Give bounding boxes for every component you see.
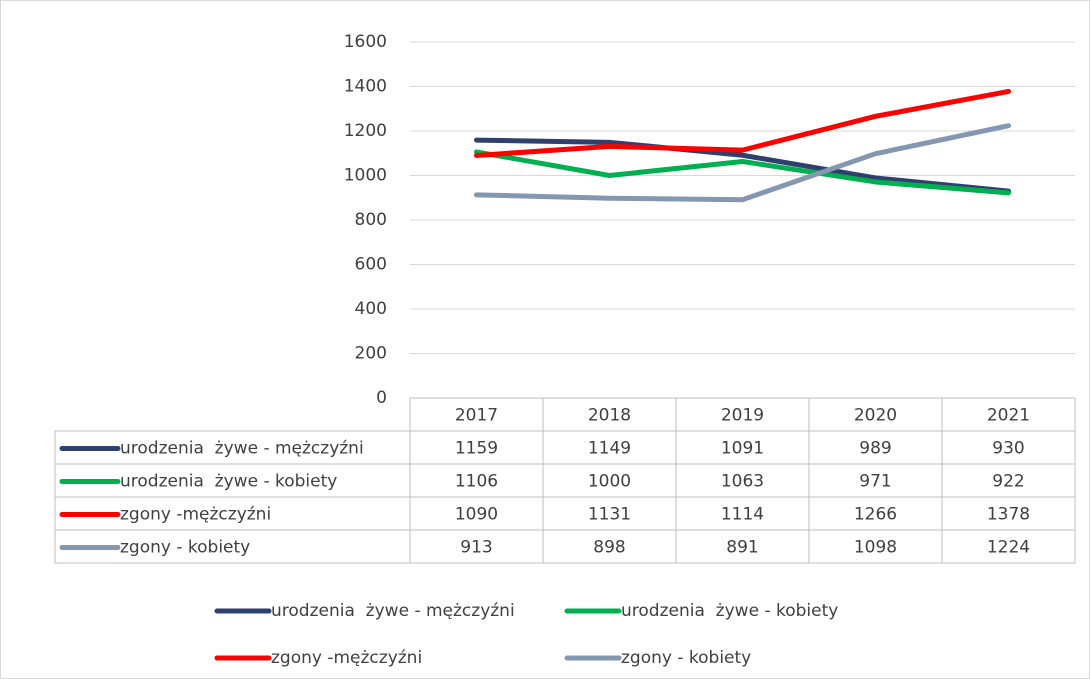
table-value: 1098 <box>854 538 897 558</box>
table-value: 971 <box>859 472 891 492</box>
y-tick-label: 1200 <box>344 121 387 141</box>
table-row-label: zgony - kobiety <box>120 538 250 558</box>
table-value: 1266 <box>854 505 897 525</box>
series-line <box>474 123 1011 203</box>
table-value: 1131 <box>588 505 631 525</box>
x-tick-label: 2019 <box>721 406 764 426</box>
table-value: 1378 <box>987 505 1030 525</box>
table-value: 1000 <box>588 472 631 492</box>
series-line <box>474 88 1011 158</box>
y-tick-label: 1000 <box>344 166 387 186</box>
table-value: 891 <box>726 538 758 558</box>
legend-label: urodzenia żywe - kobiety <box>621 601 838 621</box>
table-value: 1063 <box>721 472 764 492</box>
series-line <box>474 137 1011 194</box>
y-tick-label: 1600 <box>344 32 387 52</box>
x-tick-label: 2021 <box>987 406 1030 426</box>
table-value: 930 <box>992 439 1024 459</box>
table-value: 1090 <box>455 505 498 525</box>
y-tick-label: 600 <box>355 255 387 275</box>
y-tick-label: 800 <box>355 210 387 230</box>
y-tick-label: 200 <box>355 344 387 364</box>
table-value: 922 <box>992 472 1024 492</box>
table-row-label: zgony -mężczyźni <box>120 505 271 525</box>
series-line <box>474 149 1011 196</box>
table-row-label: urodzenia żywe - mężczyźni <box>120 439 364 459</box>
y-tick-label: 1400 <box>344 77 387 97</box>
table-value: 1106 <box>455 472 498 492</box>
table-row-label: urodzenia żywe - kobiety <box>120 472 337 492</box>
y-tick-label: 400 <box>355 299 387 319</box>
x-tick-label: 2017 <box>455 406 498 426</box>
table-value: 1114 <box>721 505 764 525</box>
table-value: 1159 <box>455 439 498 459</box>
legend-label: zgony - kobiety <box>621 648 751 668</box>
y-tick-label: 0 <box>376 388 387 408</box>
table-value: 898 <box>593 538 625 558</box>
x-tick-label: 2020 <box>854 406 897 426</box>
legend-label: urodzenia żywe - mężczyźni <box>271 601 515 621</box>
legend-label: zgony -mężczyźni <box>271 648 422 668</box>
table-value: 913 <box>460 538 492 558</box>
table-value: 1224 <box>987 538 1030 558</box>
table-value: 1149 <box>588 439 631 459</box>
table-value: 989 <box>859 439 891 459</box>
table-value: 1091 <box>721 439 764 459</box>
x-tick-label: 2018 <box>588 406 631 426</box>
